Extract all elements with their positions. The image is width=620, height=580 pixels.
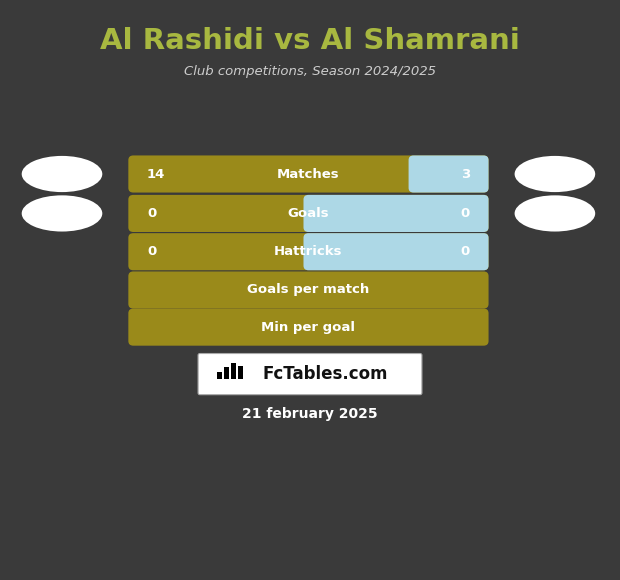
- Text: 21 february 2025: 21 february 2025: [242, 407, 378, 420]
- Text: Matches: Matches: [277, 168, 340, 180]
- FancyBboxPatch shape: [128, 233, 489, 270]
- Text: 0: 0: [147, 207, 156, 220]
- Text: 0: 0: [147, 245, 156, 258]
- Ellipse shape: [22, 156, 102, 192]
- Text: 3: 3: [461, 168, 470, 180]
- Text: Hattricks: Hattricks: [274, 245, 343, 258]
- Text: Min per goal: Min per goal: [262, 321, 355, 333]
- Text: Al Rashidi vs Al Shamrani: Al Rashidi vs Al Shamrani: [100, 27, 520, 55]
- Text: Goals per match: Goals per match: [247, 284, 370, 296]
- Text: 14: 14: [147, 168, 166, 180]
- Bar: [238, 366, 243, 379]
- Text: FcTables.com: FcTables.com: [263, 365, 388, 383]
- FancyBboxPatch shape: [128, 155, 489, 193]
- Ellipse shape: [515, 156, 595, 192]
- Bar: [218, 372, 223, 379]
- FancyBboxPatch shape: [303, 195, 489, 232]
- Text: Club competitions, Season 2024/2025: Club competitions, Season 2024/2025: [184, 66, 436, 78]
- FancyBboxPatch shape: [128, 309, 489, 346]
- FancyBboxPatch shape: [128, 271, 489, 309]
- Ellipse shape: [22, 195, 102, 231]
- Bar: [224, 367, 229, 379]
- Text: 0: 0: [461, 245, 470, 258]
- Ellipse shape: [515, 195, 595, 231]
- Text: Goals: Goals: [288, 207, 329, 220]
- FancyBboxPatch shape: [198, 353, 422, 394]
- FancyBboxPatch shape: [409, 155, 489, 193]
- Text: 0: 0: [461, 207, 470, 220]
- FancyBboxPatch shape: [128, 195, 489, 232]
- FancyBboxPatch shape: [303, 233, 489, 270]
- Bar: [231, 362, 236, 379]
